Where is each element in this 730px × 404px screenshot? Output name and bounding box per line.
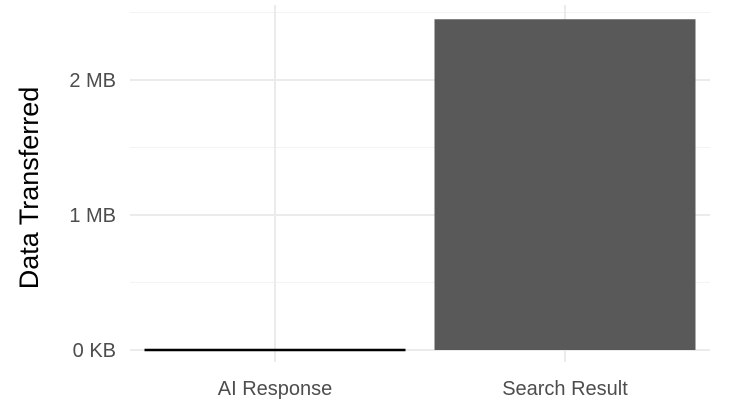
x-tick-label: Search Result <box>502 378 628 400</box>
y-tick-label: 0 KB <box>73 340 116 362</box>
y-tick-label: 2 MB <box>69 70 116 92</box>
bar <box>434 19 696 350</box>
y-axis-ticks: 0 KB 1 MB 2 MB <box>69 70 116 362</box>
x-axis-ticks: AI Response Search Result <box>218 378 629 400</box>
y-tick-label: 1 MB <box>69 205 116 227</box>
bars <box>144 19 696 352</box>
x-tick-label: AI Response <box>218 378 333 400</box>
y-axis-title: Data Transferred <box>14 87 44 290</box>
